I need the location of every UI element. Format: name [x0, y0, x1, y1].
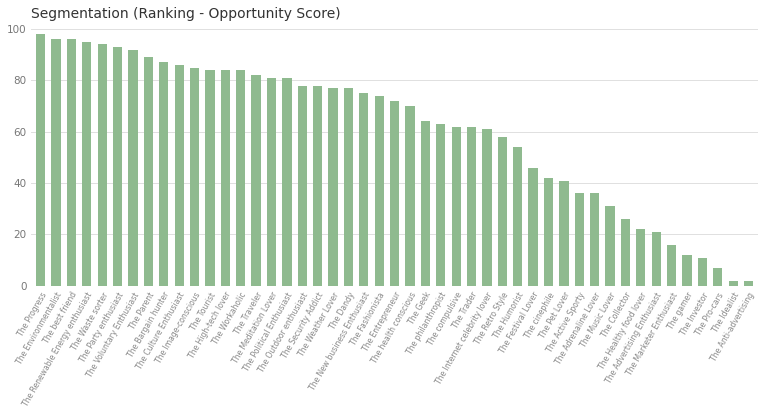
Bar: [174, 65, 184, 286]
Bar: [559, 181, 568, 286]
Bar: [652, 232, 661, 286]
Bar: [205, 70, 214, 286]
Bar: [451, 127, 461, 286]
Bar: [667, 245, 676, 286]
Bar: [713, 268, 722, 286]
Bar: [436, 124, 445, 286]
Bar: [421, 122, 430, 286]
Bar: [82, 42, 92, 286]
Bar: [190, 68, 199, 286]
Bar: [621, 219, 630, 286]
Bar: [698, 258, 707, 286]
Bar: [113, 47, 122, 286]
Bar: [482, 129, 492, 286]
Bar: [36, 34, 45, 286]
Bar: [498, 137, 507, 286]
Bar: [267, 78, 276, 286]
Bar: [252, 75, 261, 286]
Bar: [744, 281, 754, 286]
Bar: [144, 57, 153, 286]
Bar: [360, 93, 369, 286]
Bar: [636, 229, 646, 286]
Bar: [375, 96, 384, 286]
Bar: [67, 39, 76, 286]
Text: Segmentation (Ranking - Opportunity Score): Segmentation (Ranking - Opportunity Scor…: [31, 7, 341, 21]
Bar: [605, 206, 615, 286]
Bar: [129, 50, 138, 286]
Bar: [159, 62, 168, 286]
Bar: [590, 193, 599, 286]
Bar: [682, 255, 692, 286]
Bar: [529, 168, 538, 286]
Bar: [313, 85, 322, 286]
Bar: [513, 147, 522, 286]
Bar: [51, 39, 60, 286]
Bar: [544, 178, 553, 286]
Bar: [390, 101, 399, 286]
Bar: [221, 70, 230, 286]
Bar: [328, 88, 337, 286]
Bar: [405, 106, 415, 286]
Bar: [236, 70, 246, 286]
Bar: [282, 78, 291, 286]
Bar: [343, 88, 353, 286]
Bar: [98, 44, 107, 286]
Bar: [575, 193, 584, 286]
Bar: [728, 281, 737, 286]
Bar: [298, 85, 307, 286]
Bar: [467, 127, 476, 286]
